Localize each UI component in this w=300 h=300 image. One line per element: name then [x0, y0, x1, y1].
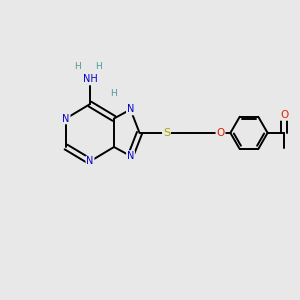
Text: H: H	[95, 62, 102, 71]
Text: H: H	[110, 88, 117, 98]
Text: N: N	[62, 113, 70, 124]
Text: N: N	[86, 156, 94, 167]
Text: NH: NH	[82, 74, 98, 85]
Text: S: S	[163, 128, 170, 138]
Text: O: O	[216, 128, 225, 138]
Text: O: O	[280, 110, 288, 120]
Text: H: H	[74, 62, 81, 71]
Text: N: N	[127, 104, 134, 115]
Text: N: N	[127, 151, 134, 161]
